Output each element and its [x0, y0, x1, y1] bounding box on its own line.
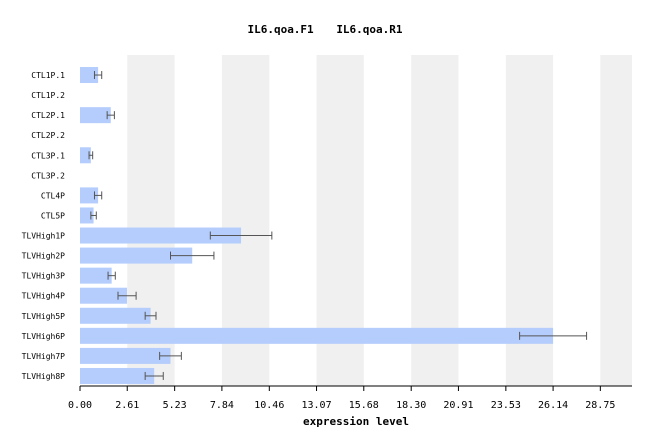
bar-CTL3P.1 [80, 147, 91, 164]
x-axis-title: expression level [303, 415, 409, 428]
category-label: TLVHigh3P [22, 272, 66, 281]
x-tick-label: 13.07 [301, 400, 331, 411]
x-tick-label: 5.23 [163, 400, 187, 411]
bar-TLVHigh5P [80, 307, 151, 324]
band-11 [600, 55, 632, 386]
category-label: TLVHigh6P [22, 332, 66, 341]
bar-TLVHigh8P [80, 367, 155, 384]
bar-TLVHigh2P [80, 247, 193, 264]
x-tick-label: 0.00 [68, 400, 92, 411]
bar-CTL4P [80, 187, 99, 204]
category-label: TLVHigh4P [22, 292, 66, 301]
category-label: CTL3P.1 [31, 151, 65, 160]
category-labels: CTL1P.1 CTL1P.2 CTL2P.1 CTL2P.2 CTL3P.1 CTL3P… [22, 71, 66, 381]
x-tick-label: 10.46 [254, 400, 284, 411]
bars [80, 67, 554, 384]
category-label: TLVHigh1P [22, 232, 66, 241]
bar-TLVHigh6P [80, 327, 554, 344]
category-label: CTL5P [41, 211, 65, 220]
error-bars [88, 71, 588, 380]
x-tick-label: 26.14 [538, 400, 568, 411]
bar-CTL5P [80, 207, 94, 224]
x-tick-label: 20.91 [443, 400, 473, 411]
x-tick-label: 2.61 [115, 400, 139, 411]
bar-CTL1P.1 [80, 67, 99, 84]
category-label: CTL1P.2 [31, 91, 65, 100]
bar-TLVHigh3P [80, 267, 112, 284]
chart-title-primer-2: IL6.qoa.R1 [336, 23, 403, 36]
category-label: CTL4P [41, 191, 65, 200]
bar-CTL2P.1 [80, 107, 111, 124]
category-label: CTL3P.2 [31, 171, 65, 180]
chart-title: IL6.qoa.F1 IL6.qoa.R1 [0, 23, 650, 36]
x-tick-label: 23.53 [491, 400, 521, 411]
x-tick-label: 7.84 [210, 400, 234, 411]
x-ticks: 0.00 2.61 5.23 7.84 10.46 13.07 15.68 18.30 20.9… [68, 386, 615, 411]
category-label: CTL2P.2 [31, 131, 65, 140]
category-label: TLVHigh2P [22, 252, 66, 261]
category-label: TLVHigh8P [22, 372, 66, 381]
category-label: TLVHigh5P [22, 312, 66, 321]
x-tick-label: 15.68 [349, 400, 379, 411]
bar-TLVHigh7P [80, 347, 171, 364]
category-label: CTL1P.1 [31, 71, 65, 80]
chart-title-primer-1: IL6.qoa.F1 [247, 23, 314, 36]
category-label: CTL2P.1 [31, 111, 65, 120]
category-label: TLVHigh7P [22, 352, 66, 361]
bar-TLVHigh4P [80, 287, 128, 304]
x-tick-label: 28.75 [585, 400, 615, 411]
bar-TLVHigh1P [80, 227, 242, 244]
x-tick-label: 18.30 [396, 400, 426, 411]
